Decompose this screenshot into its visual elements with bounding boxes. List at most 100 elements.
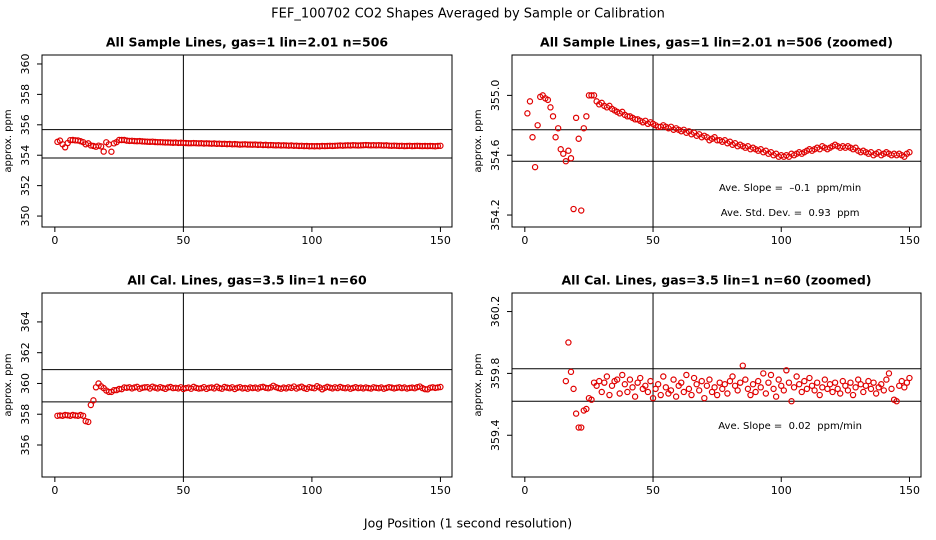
data-point bbox=[837, 390, 844, 397]
data-point bbox=[698, 377, 705, 385]
data-point bbox=[667, 387, 675, 394]
data-point bbox=[595, 377, 603, 385]
data-point bbox=[616, 390, 623, 397]
data-point bbox=[842, 382, 849, 389]
data-point bbox=[601, 379, 608, 386]
data-point bbox=[624, 388, 631, 396]
y-tick-label: 362 bbox=[19, 342, 32, 363]
data-point bbox=[572, 410, 580, 417]
data-point bbox=[778, 382, 785, 389]
data-point bbox=[578, 207, 585, 214]
data-point bbox=[739, 362, 746, 369]
data-point bbox=[706, 376, 713, 383]
y-tick-label: 354 bbox=[19, 145, 32, 166]
data-point bbox=[634, 379, 641, 386]
data-point bbox=[652, 385, 659, 393]
data-point bbox=[613, 376, 621, 383]
data-point bbox=[883, 376, 890, 383]
data-point bbox=[893, 398, 900, 405]
x-tick-label: 100 bbox=[771, 234, 792, 247]
data-point bbox=[731, 382, 739, 389]
data-point bbox=[870, 379, 877, 386]
data-point bbox=[437, 383, 444, 391]
data-point bbox=[588, 92, 595, 99]
x-tick-label: 50 bbox=[646, 234, 660, 247]
y-tick-label: 354.6 bbox=[489, 139, 502, 171]
data-point bbox=[747, 391, 754, 399]
data-point bbox=[626, 376, 634, 383]
data-point bbox=[575, 424, 582, 431]
data-point bbox=[631, 393, 639, 400]
y-tick-label: 354.2 bbox=[489, 199, 502, 231]
data-point bbox=[865, 377, 872, 385]
data-point bbox=[806, 374, 813, 382]
data-point bbox=[672, 393, 680, 400]
data-point bbox=[695, 387, 703, 394]
data-point bbox=[754, 377, 762, 385]
plot-frame bbox=[41, 54, 453, 228]
data-point bbox=[680, 388, 688, 396]
x-tick-label: 150 bbox=[430, 234, 451, 247]
data-point bbox=[572, 114, 580, 122]
data-point bbox=[765, 379, 772, 386]
data-point bbox=[790, 384, 798, 391]
data-point bbox=[793, 373, 800, 380]
x-tick-label: 100 bbox=[301, 234, 322, 247]
data-point bbox=[583, 113, 590, 120]
data-point bbox=[795, 381, 803, 388]
x-tick-label: 50 bbox=[176, 234, 190, 247]
data-point bbox=[562, 377, 570, 385]
x-axis-label: Jog Position (1 second resolution) bbox=[363, 516, 572, 531]
data-point bbox=[885, 370, 893, 377]
y-tick-label: 356 bbox=[19, 435, 32, 456]
y-axis-label: approx. ppm bbox=[473, 109, 484, 172]
data-point bbox=[713, 391, 721, 399]
data-point bbox=[575, 135, 582, 142]
data-point bbox=[578, 424, 585, 431]
data-point bbox=[637, 374, 644, 382]
y-tick-label: 355.0 bbox=[489, 80, 502, 112]
data-point bbox=[649, 394, 657, 402]
x-tick-label: 0 bbox=[51, 484, 58, 497]
x-tick-label: 0 bbox=[521, 234, 528, 247]
x-tick-label: 100 bbox=[771, 484, 792, 497]
data-point bbox=[567, 368, 575, 376]
data-point bbox=[603, 373, 611, 380]
data-point bbox=[749, 381, 757, 388]
data-point bbox=[857, 381, 864, 388]
data-point bbox=[744, 385, 752, 393]
data-point bbox=[770, 385, 777, 393]
data-point bbox=[703, 382, 711, 389]
data-point bbox=[657, 391, 664, 399]
x-tick-label: 50 bbox=[176, 484, 190, 497]
x-tick-label: 150 bbox=[899, 484, 920, 497]
data-point bbox=[593, 382, 600, 389]
y-tick-label: 360.2 bbox=[489, 296, 502, 328]
data-point bbox=[619, 371, 626, 379]
data-point bbox=[108, 148, 115, 155]
data-point bbox=[852, 384, 859, 391]
data-point bbox=[867, 385, 875, 393]
y-tick-label: 364 bbox=[19, 311, 32, 332]
data-point bbox=[434, 142, 442, 150]
x-tick-label: 0 bbox=[51, 234, 58, 247]
data-point bbox=[772, 393, 780, 400]
annotation: Ave. Slope = –0.1 ppm/min bbox=[719, 183, 861, 194]
data-point bbox=[788, 398, 795, 405]
data-point bbox=[834, 385, 841, 393]
data-point bbox=[662, 384, 670, 391]
data-point bbox=[783, 367, 790, 374]
data-point bbox=[829, 388, 836, 396]
data-point bbox=[878, 381, 885, 388]
data-point bbox=[880, 387, 888, 394]
y-tick-label: 359.4 bbox=[489, 420, 502, 452]
y-tick-label: 358 bbox=[19, 404, 32, 425]
data-point bbox=[621, 381, 629, 388]
y-tick-label: 360 bbox=[19, 53, 32, 74]
data-point bbox=[726, 377, 734, 385]
data-point bbox=[567, 154, 575, 162]
y-axis-label: approx. ppm bbox=[3, 353, 14, 416]
data-point bbox=[872, 390, 880, 397]
data-point bbox=[534, 122, 541, 129]
